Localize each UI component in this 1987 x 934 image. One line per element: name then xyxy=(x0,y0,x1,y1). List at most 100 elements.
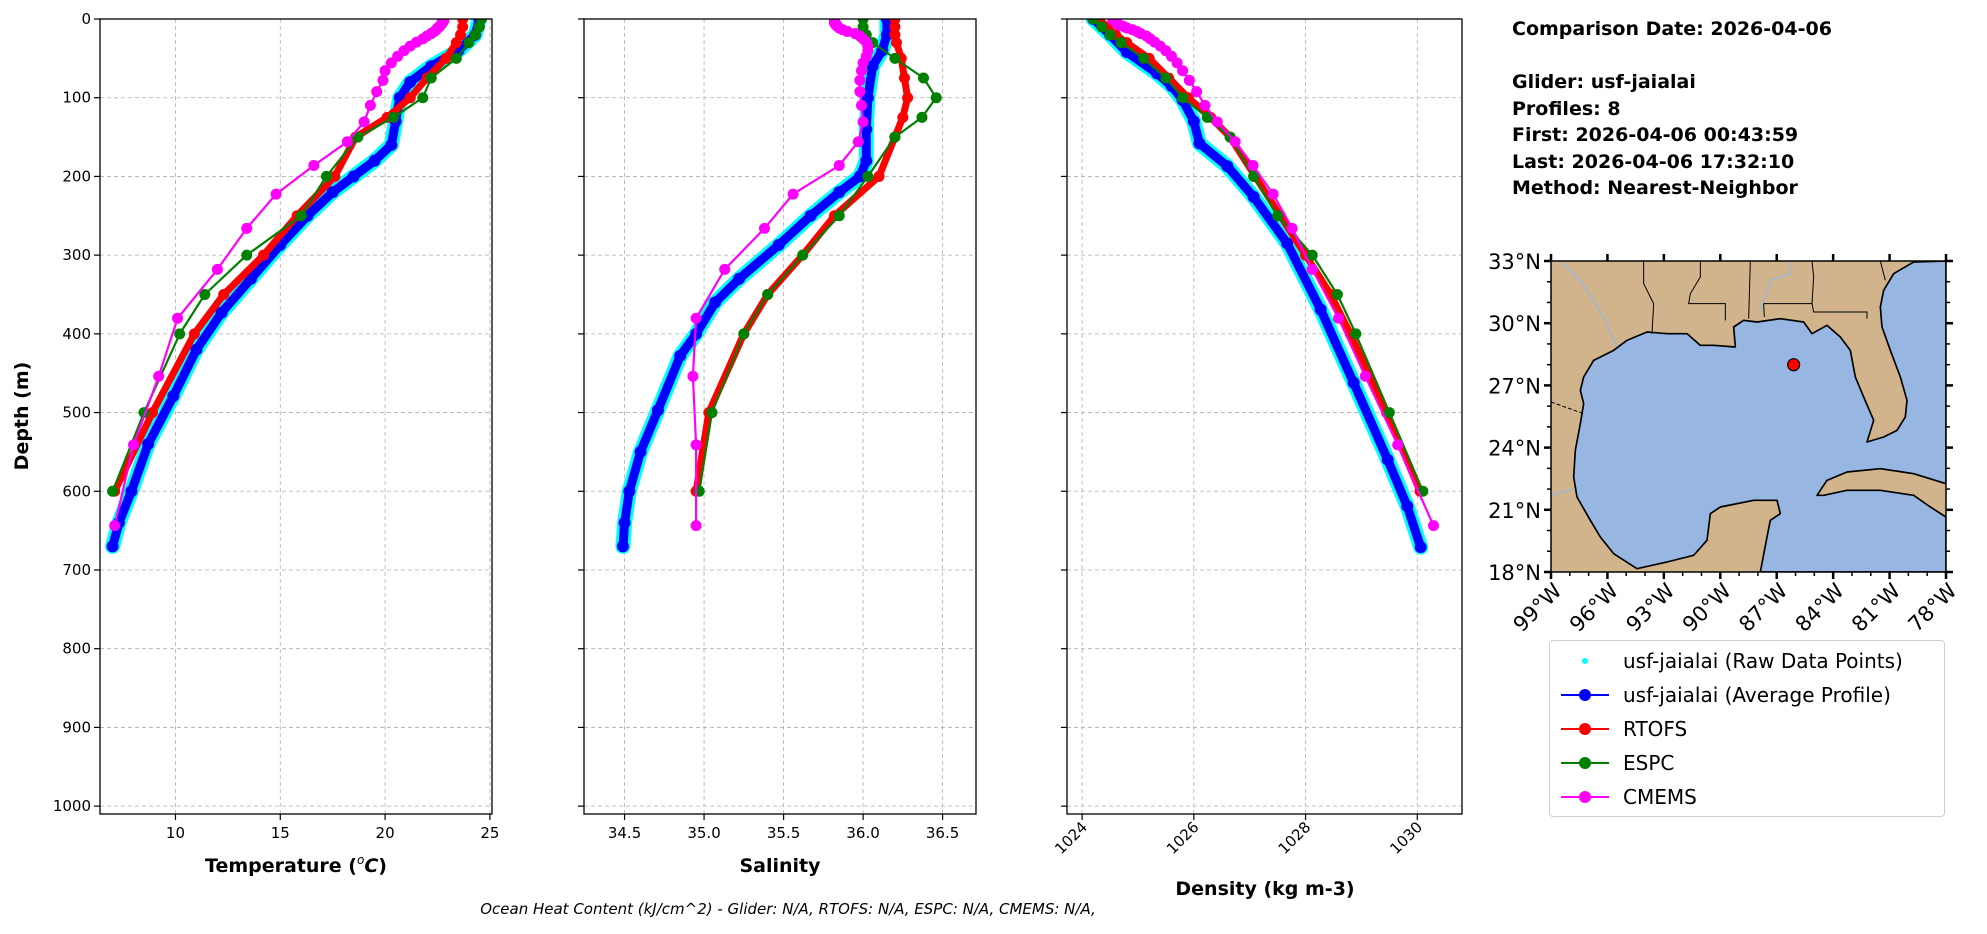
lon-tick-label: 84°W xyxy=(1791,578,1849,636)
interpolation-method: Method: Nearest-Neighbor xyxy=(1512,177,1798,199)
y-tick-label: 400 xyxy=(62,325,91,343)
data-point-cmems xyxy=(833,159,845,171)
data-point-espc xyxy=(889,131,901,143)
lon-tick-label: 90°W xyxy=(1678,578,1736,636)
data-point-cmems xyxy=(1267,188,1279,200)
legend-item-raw: usf-jaialai (Raw Data Points) xyxy=(1550,646,1903,676)
data-point-rtofs xyxy=(329,170,341,182)
data-point-cmems xyxy=(241,222,253,234)
legend-label: CMEMS xyxy=(1623,785,1697,809)
legend-swatch-cmems xyxy=(1561,782,1609,812)
legend-label: RTOFS xyxy=(1623,717,1688,741)
legend-swatch-rtofs xyxy=(1561,714,1609,744)
data-point-espc xyxy=(425,72,437,84)
data-point-espc xyxy=(1138,52,1150,64)
data-point-cmems xyxy=(211,263,223,275)
data-point-cmems xyxy=(270,188,282,200)
lat-tick-label: 27°N xyxy=(1488,374,1541,398)
data-point-cmems xyxy=(1183,74,1195,86)
legend-label: ESPC xyxy=(1623,751,1675,775)
data-point-cmems xyxy=(687,370,699,382)
data-point-usf-jaialai xyxy=(623,485,636,498)
data-point-cmems xyxy=(1306,263,1318,275)
x-axis-label-density: Density (kg m-3) xyxy=(1175,878,1354,900)
data-point-rtofs xyxy=(450,37,462,49)
data-point-espc xyxy=(1248,170,1260,182)
lat-tick-label: 33°N xyxy=(1488,250,1541,274)
data-point-rtofs xyxy=(146,407,158,419)
legend-item-espc: ESPC xyxy=(1550,748,1674,778)
data-point-espc xyxy=(1104,29,1116,41)
data-point-espc xyxy=(241,249,253,261)
data-point-cmems xyxy=(1229,136,1241,148)
data-point-espc xyxy=(889,52,901,64)
data-point-usf-jaialai xyxy=(674,349,687,362)
data-point-rtofs xyxy=(898,72,910,84)
data-point-espc xyxy=(1096,21,1108,33)
legend-swatch-espc xyxy=(1561,748,1609,778)
data-point-espc xyxy=(1383,407,1395,419)
data-point-usf-jaialai xyxy=(1281,237,1294,250)
data-point-espc xyxy=(833,210,845,222)
data-point-cmems xyxy=(379,65,391,77)
data-point-cmems xyxy=(690,312,702,324)
data-point-cmems xyxy=(856,65,868,77)
legend-label: usf-jaialai (Average Profile) xyxy=(1623,683,1891,707)
data-point-usf-jaialai xyxy=(142,438,155,451)
data-point-rtofs xyxy=(873,170,885,182)
map-ocean xyxy=(1572,261,1946,572)
data-point-usf-jaialai xyxy=(1347,376,1360,389)
data-point-cmems xyxy=(1211,116,1223,128)
map-frame xyxy=(1550,260,1947,573)
data-point-rtofs xyxy=(218,288,230,300)
data-point-usf-jaialai xyxy=(616,540,629,553)
data-point-usf-jaialai xyxy=(190,343,203,356)
data-point-espc xyxy=(463,37,475,49)
data-point-usf-jaialai xyxy=(1221,160,1234,173)
data-point-espc xyxy=(762,288,774,300)
data-point-espc xyxy=(107,485,119,497)
x-tick-label: 35.5 xyxy=(767,824,800,842)
series-line-usf-jaialai xyxy=(1088,19,1426,552)
legend-item-rtofs: RTOFS xyxy=(1550,714,1687,744)
data-point-cmems xyxy=(787,188,799,200)
data-point-usf-jaialai xyxy=(368,154,381,167)
data-point-espc xyxy=(352,131,364,143)
data-point-cmems xyxy=(1333,312,1345,324)
x-tick-label: 20 xyxy=(376,824,395,842)
series-line-espc xyxy=(1092,19,1425,493)
data-point-usf-jaialai xyxy=(167,390,180,403)
glider-name: Glider: usf-jaialai xyxy=(1512,71,1696,93)
rivers xyxy=(1551,261,1791,496)
axes-frame xyxy=(583,18,977,815)
data-point-usf-jaialai xyxy=(347,170,360,183)
data-point-cmems xyxy=(1199,99,1211,111)
data-point-espc xyxy=(797,249,809,261)
data-point-cmems xyxy=(385,57,397,69)
data-point-espc xyxy=(1272,210,1284,222)
data-point-espc xyxy=(469,29,481,41)
data-point-cmems xyxy=(852,136,864,148)
comparison-date: Comparison Date: 2026-04-06 xyxy=(1512,18,1832,40)
x-tick-label: 10 xyxy=(166,824,185,842)
data-point-usf-jaialai xyxy=(860,154,873,167)
data-point-usf-jaialai xyxy=(651,404,664,417)
x-tick-label: 36.0 xyxy=(846,824,879,842)
data-point-espc xyxy=(417,92,429,104)
data-point-usf-jaialai xyxy=(866,60,879,73)
ocean-heat-content-note: Ocean Heat Content (kJ/cm^2) - Glider: N… xyxy=(480,900,1096,918)
x-tick-label: 35.0 xyxy=(687,824,720,842)
data-point-rtofs xyxy=(404,92,416,104)
y-tick-label: 500 xyxy=(62,404,91,422)
x-axis-label-temperature: Temperature (oC) xyxy=(205,853,387,877)
lon-tick-label: 93°W xyxy=(1621,578,1679,636)
y-tick-label: 900 xyxy=(62,718,91,736)
data-point-usf-jaialai xyxy=(1193,137,1206,150)
x-tick-label: 36.5 xyxy=(926,824,959,842)
data-point-cmems xyxy=(371,86,383,98)
data-point-espc xyxy=(916,111,928,123)
data-point-espc xyxy=(1087,19,1099,25)
data-point-espc xyxy=(930,92,942,104)
x-tick-label: 1024 xyxy=(1051,818,1091,858)
data-point-cmems xyxy=(690,520,702,532)
